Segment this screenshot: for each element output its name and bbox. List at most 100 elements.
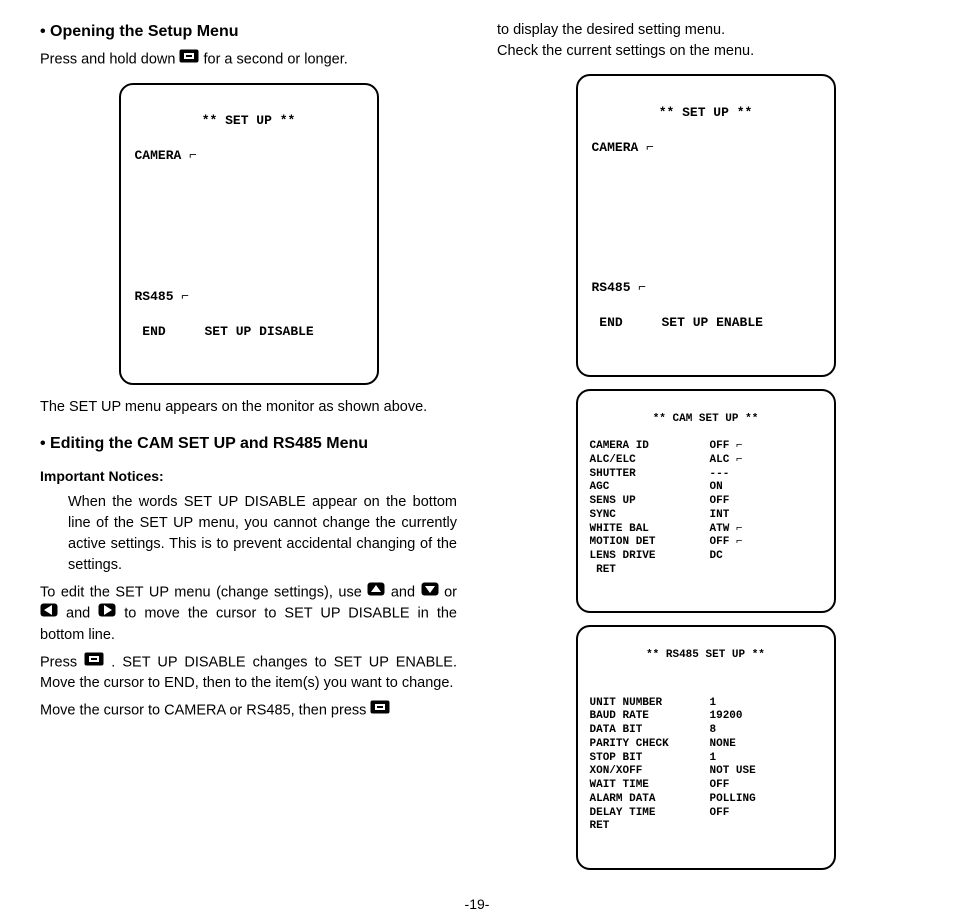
text-fragment: and xyxy=(391,584,421,600)
menu-button-icon xyxy=(84,652,104,673)
screen-blank xyxy=(135,252,363,270)
screen-key: WAIT TIME xyxy=(590,779,710,793)
screen-val: NOT USE xyxy=(710,765,756,779)
screen-title: ** SET UP ** xyxy=(592,104,820,122)
screen-val: POLLING xyxy=(710,793,756,807)
screen-line: ENDSET UP DISABLE xyxy=(135,323,363,341)
menu-button-icon xyxy=(370,700,390,721)
screen-setup-disable: ** SET UP ** CAMERA ⌐ RS485 ⌐ ENDSET UP … xyxy=(119,83,379,386)
screen-key: WHITE BAL xyxy=(590,523,710,537)
text-fragment: Move the cursor to CAMERA or RS485, then… xyxy=(40,702,370,718)
menu-button-icon xyxy=(179,49,199,70)
screen-key: MOTION DET xyxy=(590,536,710,550)
left-column: Opening the Setup Menu Press and hold do… xyxy=(40,20,457,882)
screen-row: DELAY TIMEOFF xyxy=(590,807,822,821)
screen-val: 8 xyxy=(710,724,717,738)
screen-blank xyxy=(592,174,820,192)
page-number: -19- xyxy=(40,896,914,912)
screen-key: SYNC xyxy=(590,509,710,523)
screen-rs485-setup: ** RS485 SET UP ** UNIT NUMBER1BAUD RATE… xyxy=(576,625,836,870)
p-check-settings: Check the current settings on the menu. xyxy=(497,41,914,62)
p-move-cursor: Move the cursor to CAMERA or RS485, then… xyxy=(40,700,457,721)
screen-setup-enable: ** SET UP ** CAMERA ⌐ RS485 ⌐ ENDSET UP … xyxy=(576,74,836,377)
screen-title: ** SET UP ** xyxy=(135,112,363,130)
screen-row: MOTION DETOFF ⌐ xyxy=(590,536,822,550)
screen-blank xyxy=(590,676,822,683)
screen-key: ALC/ELC xyxy=(590,454,710,468)
screen-val: DC xyxy=(710,550,723,564)
screen-line: CAMERA ⌐ xyxy=(592,139,820,157)
heading-opening-setup: Opening the Setup Menu xyxy=(40,20,457,43)
important-notices-label: Important Notices: xyxy=(40,466,457,486)
screen-blank xyxy=(592,244,820,262)
screen-key: RET xyxy=(590,564,710,578)
p-press-hold: Press and hold down for a second or long… xyxy=(40,49,457,70)
text-fragment: and xyxy=(66,606,98,622)
screen-val: ALC ⌐ xyxy=(710,454,743,468)
p-to-edit: To edit the SET UP menu (change settings… xyxy=(40,582,457,646)
screen-row: STOP BIT1 xyxy=(590,752,822,766)
p-display-desired: to display the desired setting menu. xyxy=(497,20,914,41)
screen-row: WAIT TIMEOFF xyxy=(590,779,822,793)
screen-val: OFF xyxy=(710,779,730,793)
screen-val: SET UP DISABLE xyxy=(205,323,314,341)
left-arrow-icon xyxy=(40,603,58,624)
screen-key: BAUD RATE xyxy=(590,710,710,724)
screen-key: AGC xyxy=(590,481,710,495)
screen-row: XON/XOFFNOT USE xyxy=(590,765,822,779)
screen-blank xyxy=(135,182,363,200)
p-press-enable: Press . SET UP DISABLE changes to SET UP… xyxy=(40,652,457,694)
screen-blank xyxy=(592,209,820,227)
down-arrow-icon xyxy=(421,582,439,603)
screen-line: CAMERA ⌐ xyxy=(135,147,363,165)
screen-val: 1 xyxy=(710,752,717,766)
p-menu-appears: The SET UP menu appears on the monitor a… xyxy=(40,397,457,418)
screen-val: OFF xyxy=(710,807,730,821)
screen-key: END xyxy=(592,314,662,332)
text-fragment: for a second or longer. xyxy=(203,52,347,68)
screen-row: BAUD RATE19200 xyxy=(590,710,822,724)
text-fragment: Press xyxy=(40,654,84,670)
screen-row: ALC/ELCALC ⌐ xyxy=(590,454,822,468)
up-arrow-icon xyxy=(367,582,385,603)
screen-val: ON xyxy=(710,481,723,495)
screen-val: OFF ⌐ xyxy=(710,440,743,454)
screen-key: RET xyxy=(590,820,710,834)
screen-val: ATW ⌐ xyxy=(710,523,743,537)
screen-key: LENS DRIVE xyxy=(590,550,710,564)
screen-key: CAMERA ID xyxy=(590,440,710,454)
screen-key: STOP BIT xyxy=(590,752,710,766)
right-arrow-icon xyxy=(98,603,116,624)
page-container: Opening the Setup Menu Press and hold do… xyxy=(40,20,914,882)
text-fragment: or xyxy=(444,584,457,600)
screen-key: PARITY CHECK xyxy=(590,738,710,752)
screen-row: SENS UPOFF xyxy=(590,495,822,509)
screen-key: SHUTTER xyxy=(590,468,710,482)
screen-val: --- xyxy=(710,468,730,482)
screen-val: NONE xyxy=(710,738,736,752)
screen-row: DATA BIT8 xyxy=(590,724,822,738)
text-fragment: To edit the SET UP menu (change settings… xyxy=(40,584,367,600)
screen-line: RS485 ⌐ xyxy=(135,288,363,306)
notice-text: When the words SET UP DISABLE appear on … xyxy=(68,492,457,576)
screen-title: ** CAM SET UP ** xyxy=(590,413,822,427)
screen-key: DATA BIT xyxy=(590,724,710,738)
screen-row: RET xyxy=(590,564,822,578)
screen-row: PARITY CHECKNONE xyxy=(590,738,822,752)
screen-row: UNIT NUMBER1 xyxy=(590,697,822,711)
screen-key: ALARM DATA xyxy=(590,793,710,807)
screen-key: SENS UP xyxy=(590,495,710,509)
screen-val: 1 xyxy=(710,697,717,711)
screen-row: CAMERA IDOFF ⌐ xyxy=(590,440,822,454)
screen-row: RET xyxy=(590,820,822,834)
screen-line: ENDSET UP ENABLE xyxy=(592,314,820,332)
screen-val: OFF ⌐ xyxy=(710,536,743,550)
screen-key: DELAY TIME xyxy=(590,807,710,821)
screen-row: AGCON xyxy=(590,481,822,495)
screen-row: SYNCINT xyxy=(590,509,822,523)
screen-val: OFF xyxy=(710,495,730,509)
heading-editing-menu: Editing the CAM SET UP and RS485 Menu xyxy=(40,432,457,455)
screen-val: INT xyxy=(710,509,730,523)
screen-line: RS485 ⌐ xyxy=(592,279,820,297)
text-fragment: Press and hold down xyxy=(40,52,179,68)
